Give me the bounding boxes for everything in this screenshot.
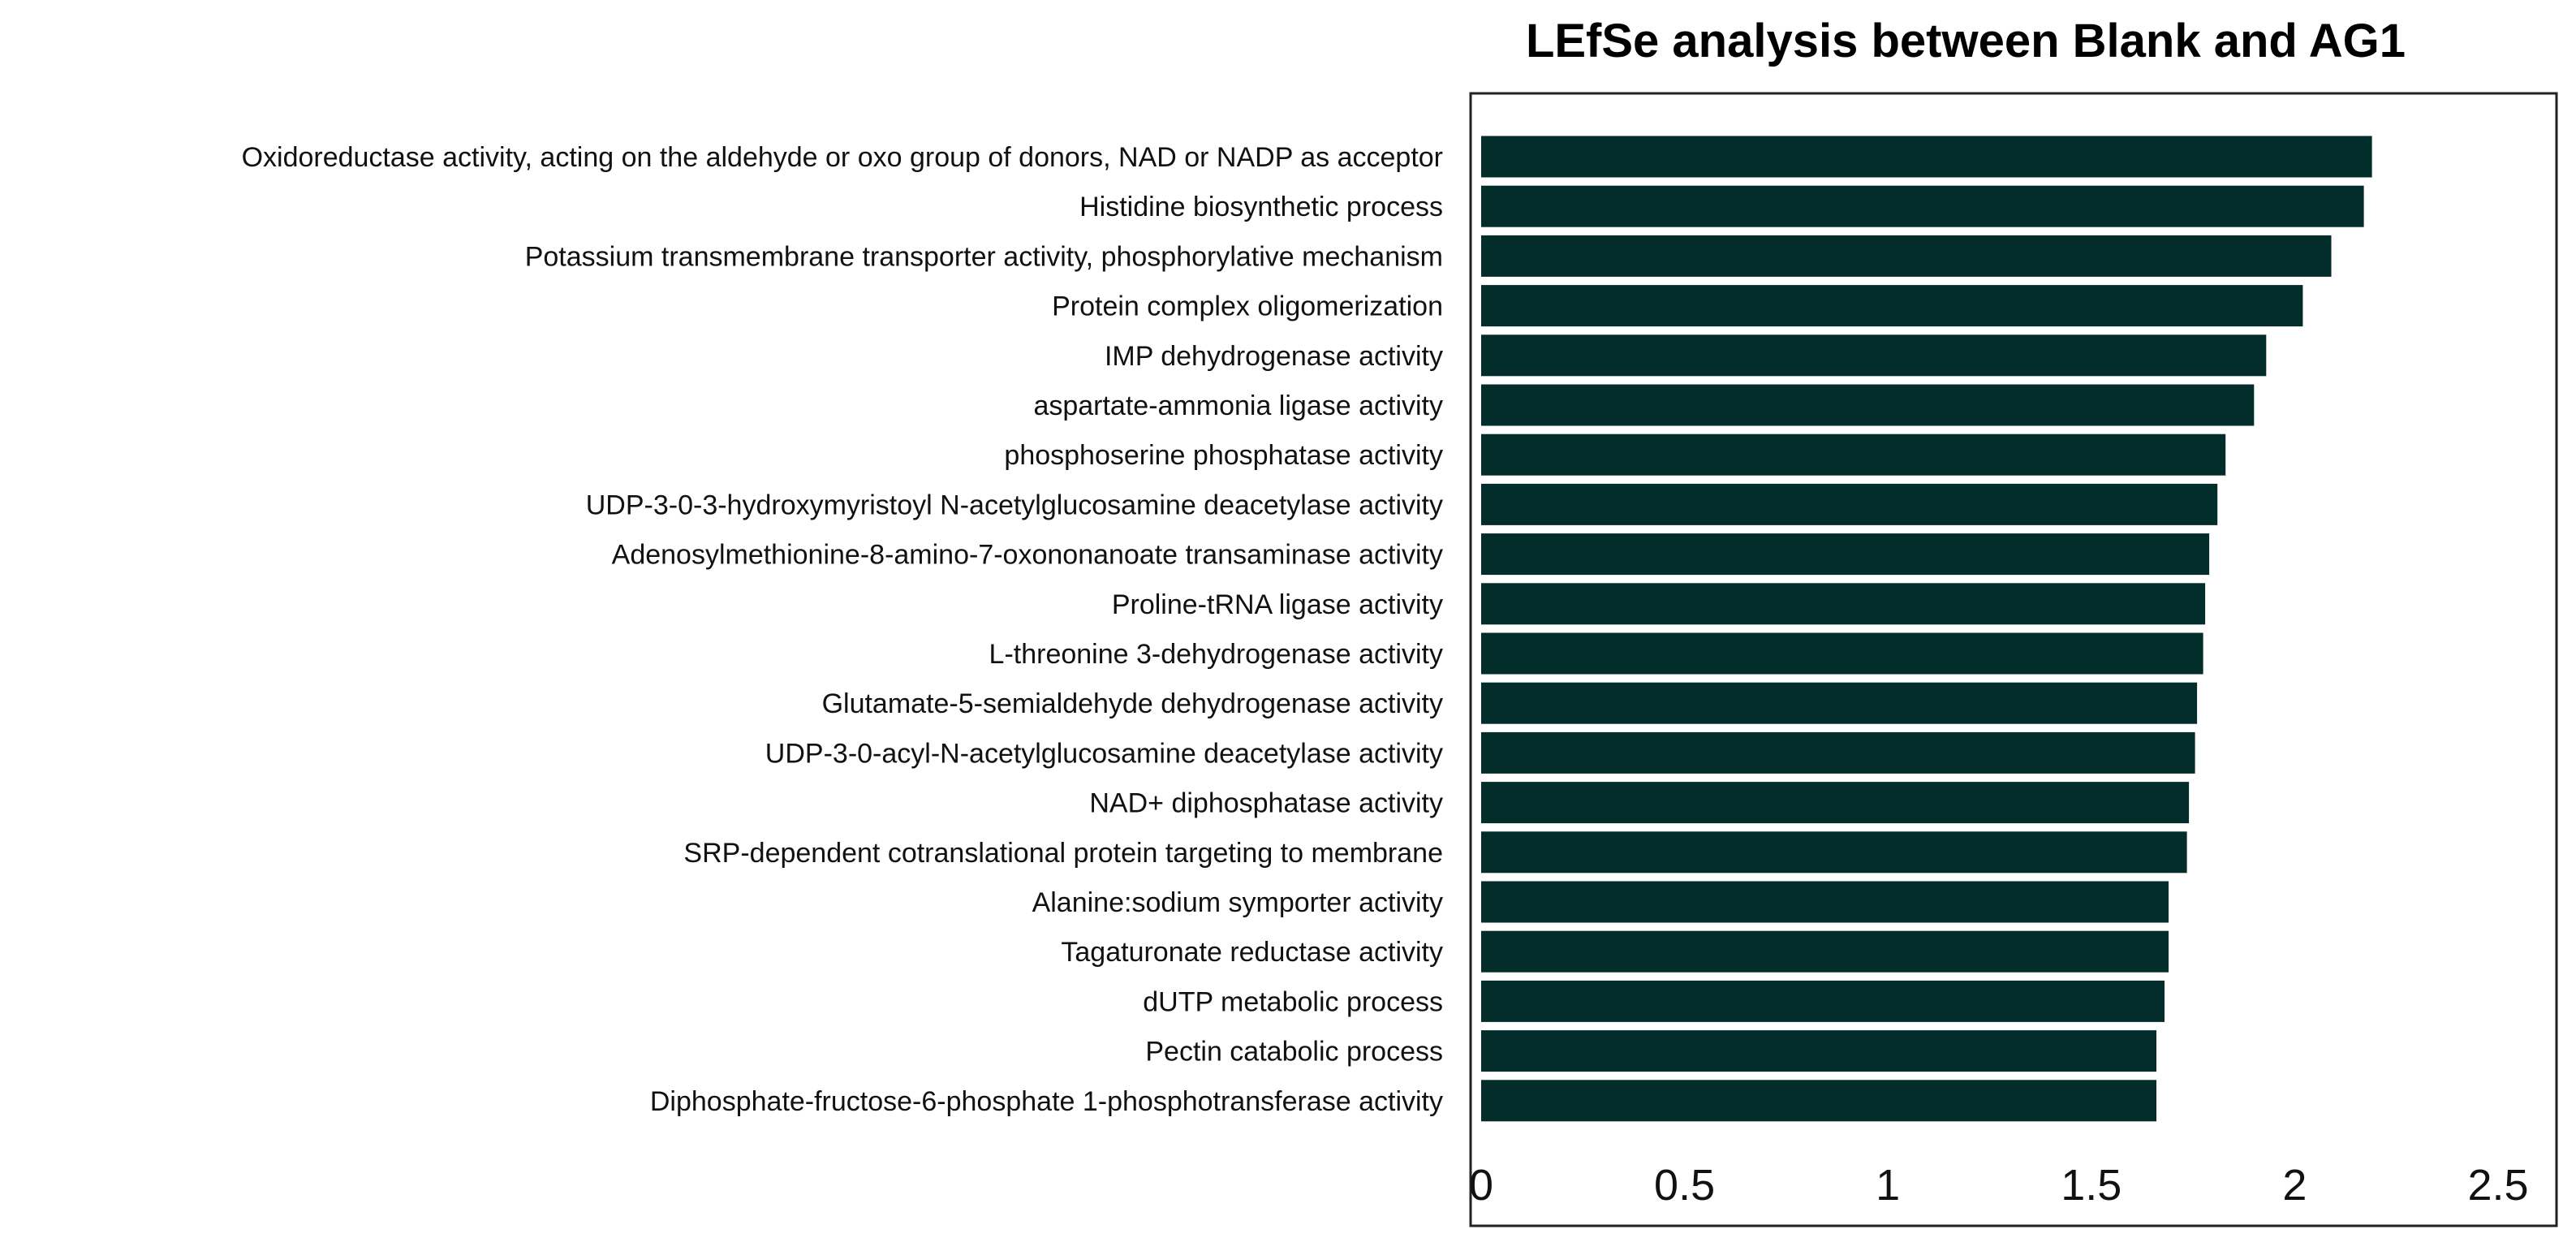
category-label-17: Tagaturonate reductase activity (1061, 937, 1443, 968)
bar-19 (1481, 1030, 2156, 1072)
bars-group (1481, 136, 2372, 1122)
bar-11 (1481, 632, 2203, 675)
category-label-18: dUTP metabolic process (1143, 986, 1443, 1017)
x-tick-label-3: 1 (1876, 1161, 1900, 1210)
category-label-5: IMP dehydrogenase activity (1105, 341, 1443, 372)
bar-12 (1481, 682, 2198, 724)
category-label-6: aspartate-ammonia ligase activity (1033, 390, 1443, 421)
bar-9 (1481, 533, 2210, 576)
category-label-19: Pectin catabolic process (1145, 1037, 1443, 1068)
category-label-10: Proline-tRNA ligase activity (1112, 589, 1443, 620)
bar-17 (1481, 930, 2169, 973)
x-tick-label-2: 0.5 (1654, 1161, 1715, 1210)
category-label-8: UDP-3-0-3-hydroxymyristoyl N-acetylgluco… (586, 490, 1443, 520)
category-label-12: Glutamate-5-semialdehyde dehydrogenase a… (822, 688, 1443, 719)
bar-5 (1481, 334, 2267, 377)
bar-15 (1481, 831, 2187, 874)
x-tick-label-1: 0 (1469, 1161, 1493, 1210)
bar-20 (1481, 1080, 2156, 1122)
x-tick-label-5: 2 (2282, 1161, 2307, 1210)
x-tick-label-4: 1.5 (2061, 1161, 2122, 1210)
bar-14 (1481, 782, 2190, 824)
category-label-4: Protein complex oligomerization (1052, 291, 1443, 322)
category-label-3: Potassium transmembrane transporter acti… (525, 241, 1443, 272)
category-labels-group: Oxidoreductase activity, acting on the a… (242, 142, 1443, 1117)
x-tick-label-6: 2.5 (2467, 1161, 2528, 1210)
category-label-16: Alanine:sodium symporter activity (1032, 887, 1443, 918)
category-label-14: NAD+ diphosphatase activity (1089, 788, 1443, 819)
bar-16 (1481, 881, 2169, 923)
bar-4 (1481, 285, 2303, 327)
bar-8 (1481, 483, 2218, 525)
bar-6 (1481, 384, 2255, 426)
bar-13 (1481, 731, 2195, 774)
plot-frame (1469, 92, 2558, 1227)
chart-title: LEfSe analysis between Blank and AG1 (1526, 15, 2406, 67)
category-label-2: Histidine biosynthetic process (1079, 192, 1443, 222)
category-label-13: UDP-3-0-acyl-N-acetylglucosamine deacety… (765, 738, 1443, 769)
category-label-9: Adenosylmethionine-8-amino-7-oxononanoat… (612, 540, 1443, 571)
category-label-11: L-threonine 3-dehydrogenase activity (989, 639, 1443, 670)
x-tick-labels-group: 0 0.5 1 1.5 2 2.5 (1469, 1161, 2529, 1210)
bar-2 (1481, 185, 2364, 227)
bar-7 (1481, 434, 2226, 476)
bar-10 (1481, 583, 2206, 625)
category-label-15: SRP-dependent cotranslational protein ta… (683, 838, 1443, 869)
category-label-7: phosphoserine phosphatase activity (1004, 440, 1443, 471)
category-label-20: Diphosphate-fructose-6-phosphate 1-phosp… (650, 1086, 1443, 1117)
category-label-1: Oxidoreductase activity, acting on the a… (242, 142, 1443, 173)
bar-1 (1481, 136, 2372, 178)
bar-18 (1481, 980, 2165, 1022)
bar-3 (1481, 235, 2332, 277)
